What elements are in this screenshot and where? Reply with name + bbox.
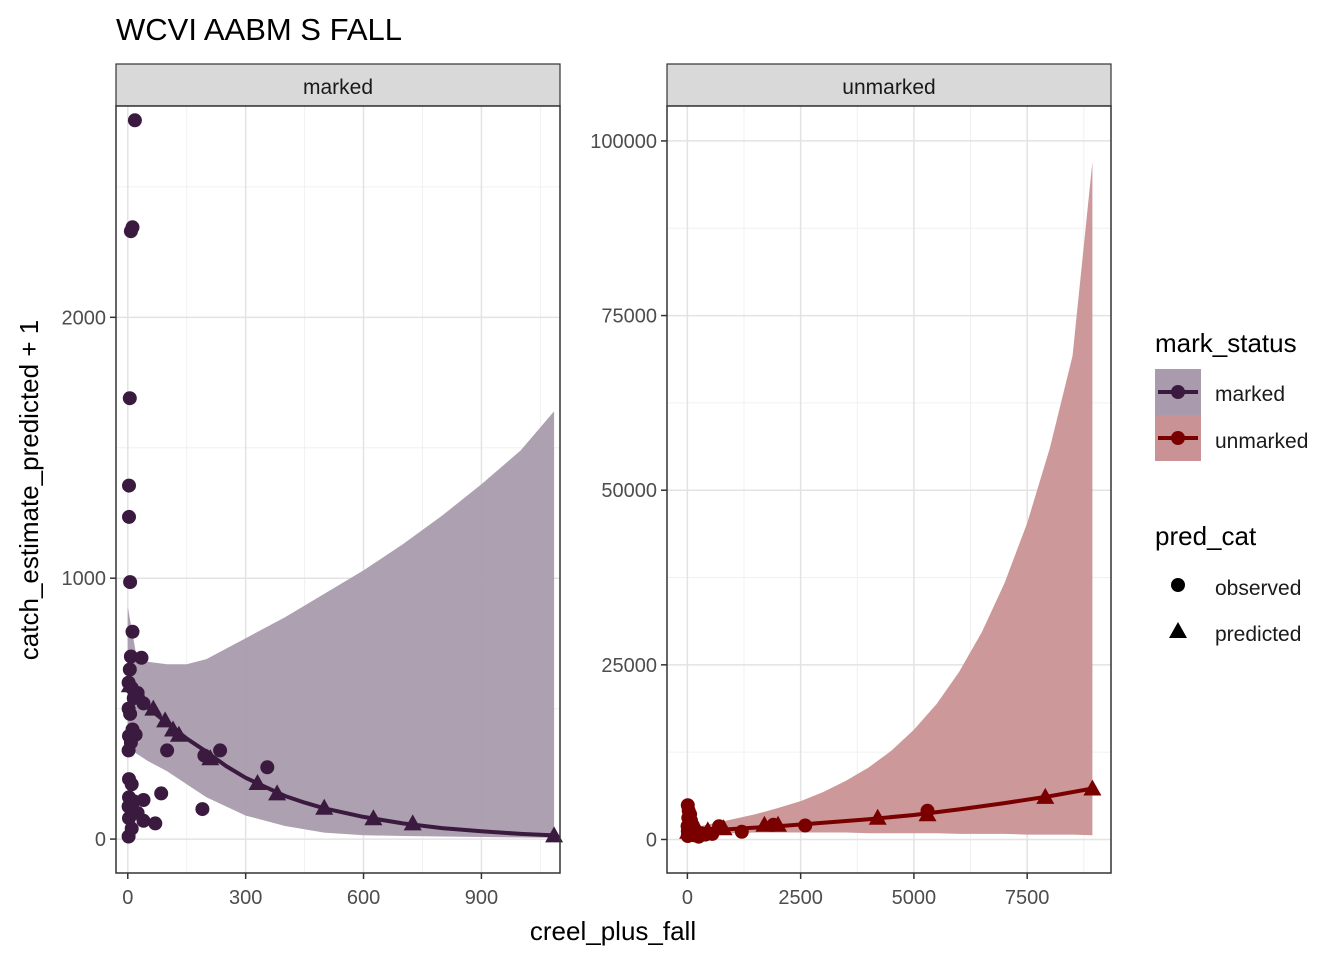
x-tick-label: 600 [347,887,380,909]
legend-key-unmarked-point [1171,431,1185,445]
panel-marked: 0 300 600 900 0 1000 2000 [62,105,564,909]
legend-label-unmarked: unmarked [1215,430,1308,453]
predicted-point [545,826,564,843]
y-tick-label: 25000 [601,655,657,677]
strip-label-marked: marked [303,76,373,99]
legend-mark-status-title: mark_status [1155,328,1297,358]
confidence-ribbon-marked [127,411,555,838]
legend-key-predicted-point [1169,622,1187,638]
y-tick-label: 0 [95,829,106,851]
y-tick-label: 1000 [62,568,107,590]
observed-point [125,624,140,639]
x-tick-label: 7500 [1005,887,1050,909]
legend-mark-status: mark_status marked unmarked [1155,328,1308,461]
observed-point [195,802,210,817]
x-tick-label: 300 [229,887,262,909]
observed-point [136,813,151,828]
y-tick-label: 100000 [590,131,657,153]
x-tick-label: 2500 [778,887,823,909]
observed-point [134,650,149,665]
observed-point [122,478,136,493]
observed-point [121,743,136,758]
y-tick-label: 50000 [601,480,657,502]
predicted-point [201,749,220,766]
predicted-point [714,819,733,836]
predicted-point [156,711,175,728]
observed-point [798,818,813,833]
predicted-point [868,808,887,825]
observed-point [124,777,139,792]
observed-point [122,509,136,524]
legend-key-observed-point [1171,578,1185,592]
confidence-ribbon-unmarked [687,161,1093,836]
observed-point [121,829,136,844]
observed-point [160,743,175,758]
strip-background-marked [115,63,561,107]
y-tick-label: 0 [646,829,657,851]
predicted-point [1036,787,1055,804]
x-tick-label: 0 [122,887,133,909]
x-tick-label: 900 [465,887,498,909]
panel-border-marked [115,105,561,874]
observed-point [122,662,137,677]
observed-point [127,113,142,128]
observed-point [148,816,163,831]
observed-point [734,824,749,839]
y-tick-label: 75000 [601,306,657,328]
predicted-point [315,798,334,815]
y-tick-label: 2000 [62,307,107,329]
observed-point [123,575,138,590]
predicted-point [698,821,717,838]
x-tick-label: 0 [682,887,693,909]
observed-point [123,706,138,721]
x-tick-label: 5000 [892,887,937,909]
predicted-point [685,822,704,839]
legend-key-marked-point [1171,385,1185,399]
observed-point [154,786,169,801]
predicted-point [755,815,774,832]
legend-label-observed: observed [1215,577,1301,600]
legend-pred-cat: pred_cat observed predicted [1155,521,1301,646]
observed-point [123,224,138,239]
predicted-point [248,774,267,790]
legend-pred-cat-title: pred_cat [1155,521,1257,551]
predicted-point [918,805,937,822]
legend-label-marked: marked [1215,383,1285,406]
observed-point [213,743,228,758]
legend-label-predicted: predicted [1215,623,1301,646]
predicted-point [120,676,139,693]
chart-title: WCVI AABM S FALL [116,12,402,47]
predicted-point [364,809,383,826]
strip-label-unmarked: unmarked [842,76,935,99]
observed-point [123,649,138,664]
predicted-point [1083,779,1102,796]
x-axis-title: creel_plus_fall [530,916,696,946]
observed-point [260,760,275,775]
y-axis-title: catch_estimate_predicted + 1 [14,320,44,660]
predicted-point [144,699,163,716]
predicted-point [169,725,188,742]
observed-point [122,391,137,406]
predicted-point [403,814,422,831]
predicted-point [268,784,287,801]
predicted-point [769,815,787,832]
predicted-point [130,686,149,703]
